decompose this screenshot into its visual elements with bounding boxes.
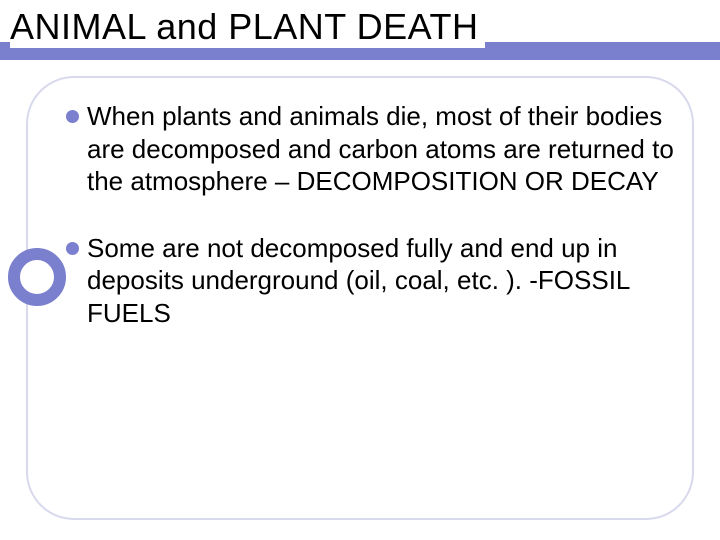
bullet-text: When plants and animals die, most of the… [87, 100, 676, 198]
slide-title: ANIMAL and PLANT DEATH [10, 6, 485, 48]
bullet-item: Some are not decomposed fully and end up… [66, 232, 676, 330]
bullet-text: Some are not decomposed fully and end up… [87, 232, 676, 330]
circle-accent-icon [8, 248, 66, 306]
bullet-icon [66, 242, 79, 255]
bullet-icon [66, 110, 79, 123]
content-area: When plants and animals die, most of the… [66, 100, 676, 363]
bullet-item: When plants and animals die, most of the… [66, 100, 676, 198]
